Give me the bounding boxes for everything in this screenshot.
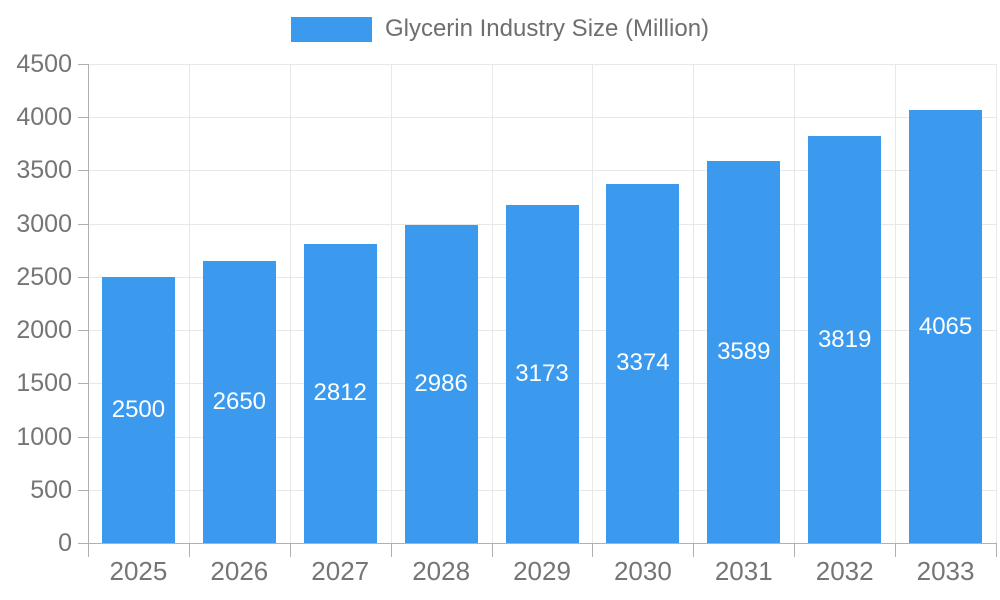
gridline-vertical	[592, 64, 594, 543]
bar-2025[interactable]: 2500	[101, 276, 175, 543]
x-axis-label-2025: 2025	[109, 556, 168, 586]
gridline-vertical	[693, 64, 695, 543]
gridline-horizontal	[88, 170, 996, 172]
x-axis-label-2032: 2032	[815, 556, 874, 586]
legend-item[interactable]: Glycerin Industry Size (Million)	[290, 14, 710, 44]
legend-label: Glycerin Industry Size (Million)	[384, 15, 710, 42]
gridline-vertical	[996, 64, 997, 543]
bar-value-label: 2650	[212, 387, 267, 415]
x-axis-label-2031: 2031	[714, 556, 773, 586]
x-axis-tick	[390, 543, 392, 557]
x-axis-label-2033: 2033	[916, 556, 975, 586]
x-axis-label-2027: 2027	[311, 556, 370, 586]
gridline-vertical	[491, 64, 493, 543]
gridline-horizontal	[88, 117, 996, 119]
bar-value-label: 3173	[515, 360, 569, 388]
x-axis-label-2026: 2026	[210, 556, 269, 586]
gridline-horizontal	[88, 64, 996, 65]
x-axis-tick	[996, 543, 997, 557]
x-axis-tick	[491, 543, 493, 557]
bar-2031[interactable]: 3589	[707, 160, 781, 543]
bar-2028[interactable]: 2986	[404, 225, 478, 543]
y-axis-label: 500	[30, 475, 72, 504]
y-axis-tick	[78, 330, 88, 332]
y-axis-line	[88, 64, 89, 557]
y-axis-label: 2500	[16, 262, 72, 291]
gridline-vertical	[794, 64, 796, 543]
x-axis-tick	[592, 543, 594, 557]
x-axis-label-2029: 2029	[513, 556, 571, 586]
y-axis-tick	[78, 436, 88, 438]
gridline-vertical	[188, 64, 190, 543]
y-axis-tick	[78, 223, 88, 225]
y-axis-tick	[78, 170, 88, 172]
bar-2033[interactable]: 4065	[909, 110, 983, 543]
bar-value-label: 2500	[111, 395, 166, 423]
bar-value-label: 2986	[414, 370, 468, 398]
legend: Glycerin Industry Size (Million)	[0, 14, 1000, 44]
y-axis-label: 3500	[16, 156, 72, 185]
x-axis-tick	[693, 543, 695, 557]
bar-value-label: 2812	[313, 379, 367, 407]
x-axis-label-2028: 2028	[412, 556, 471, 586]
x-axis-tick	[188, 543, 190, 557]
legend-swatch-icon	[290, 16, 372, 42]
gridline-vertical	[289, 64, 291, 543]
bar-value-label: 3819	[817, 325, 872, 353]
bar-2026[interactable]: 2650	[202, 260, 276, 543]
gridline-vertical	[390, 64, 392, 543]
y-axis-tick	[78, 276, 88, 278]
bar-2029[interactable]: 3173	[505, 205, 579, 543]
y-axis-label: 0	[58, 529, 72, 557]
x-axis-label-2030: 2030	[613, 556, 672, 586]
y-axis-tick	[78, 489, 88, 491]
y-axis-tick	[78, 383, 88, 385]
y-axis-label: 2000	[16, 316, 72, 345]
y-axis-tick	[78, 64, 88, 65]
y-axis-label: 1500	[16, 369, 72, 398]
x-axis-tick	[289, 543, 291, 557]
bar-value-label: 4065	[918, 312, 973, 340]
x-axis-line	[78, 543, 996, 544]
x-axis-tick	[794, 543, 796, 557]
y-axis-tick	[78, 117, 88, 119]
bar-2032[interactable]: 3819	[808, 136, 882, 543]
y-axis-label: 4000	[16, 103, 72, 132]
bar-2030[interactable]: 3374	[606, 183, 680, 543]
bar-2027[interactable]: 2812	[303, 243, 377, 543]
gridline-vertical	[895, 64, 897, 543]
y-axis-label: 3000	[16, 209, 72, 238]
y-axis-label: 4500	[16, 50, 72, 78]
bar-value-label: 3589	[717, 337, 771, 365]
x-axis-tick	[895, 543, 897, 557]
bar-value-label: 3374	[616, 349, 670, 377]
y-axis-label: 1000	[16, 422, 72, 451]
